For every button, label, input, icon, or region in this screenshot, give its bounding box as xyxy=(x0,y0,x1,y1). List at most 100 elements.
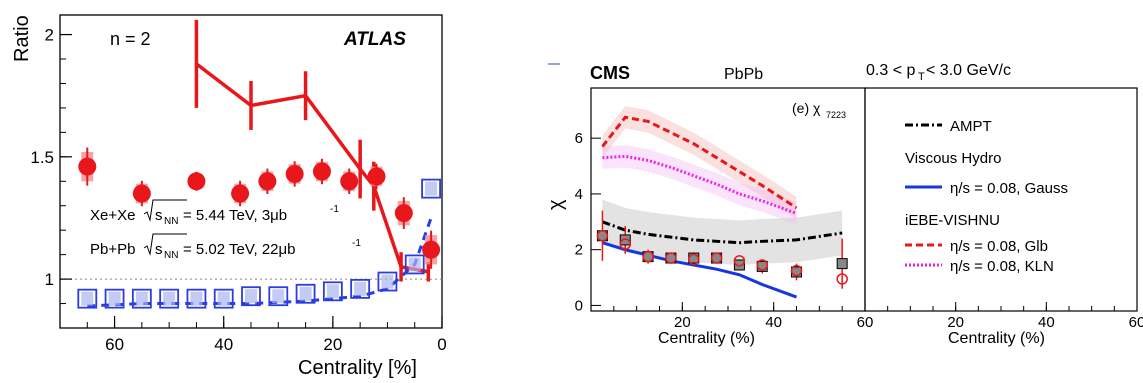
sqrt-symbol-icon xyxy=(143,233,187,256)
atlas-legend-2-sqrt: s xyxy=(155,241,163,258)
y-tick-label: 2 xyxy=(575,242,583,259)
cms-panel-label-text: (e) χ xyxy=(792,100,821,116)
legend-vishnu-title: iEBE-VISHNU xyxy=(905,212,1000,229)
pbpb-syst-box xyxy=(408,257,421,272)
xexe-data-point xyxy=(394,204,413,223)
ampt-line xyxy=(601,220,843,245)
x-tick-label: 60 xyxy=(857,314,874,331)
pbpb-syst-box xyxy=(381,274,394,289)
cms-pt-rest: < 3.0 GeV/c xyxy=(926,62,1011,79)
pbpb-syst-box xyxy=(81,291,94,306)
y-tick-label: 6 xyxy=(575,130,583,147)
kln-band xyxy=(602,145,797,225)
pbpb-syst-box xyxy=(272,289,285,304)
atlas-legend-line-1: Xe+Xe s NN = 5.44 TeV, 3μb -1 xyxy=(90,199,339,227)
legend-glb-label: η/s = 0.08, Glb xyxy=(950,238,1048,255)
cms-panel-label-sub: 7223 xyxy=(826,110,846,120)
pbpb-data-point xyxy=(159,288,180,309)
pbpb-data-point xyxy=(350,278,371,299)
pbpb-syst-box xyxy=(299,286,312,301)
data-point-circle xyxy=(596,229,609,242)
data-point-circle xyxy=(665,252,677,264)
cms-pt-sub: T xyxy=(918,71,925,83)
atlas-legend-2-sup: -1 xyxy=(352,238,361,249)
xexe-data-point xyxy=(187,172,206,191)
pbpb-syst-box xyxy=(190,291,203,306)
x-tick-label: 40 xyxy=(765,314,782,331)
cms-xlabel-right: Centrality (%) xyxy=(948,330,1045,347)
glb-line xyxy=(601,115,798,210)
x-tick-label-right: 60 xyxy=(1129,314,1143,331)
atlas-legend-2-value: = 5.02 TeV, 22μb xyxy=(183,241,296,258)
ampt-band xyxy=(602,199,843,266)
sqrt-symbol-icon xyxy=(143,199,187,222)
atlas-axis-ticks: 60 40 20 0 1 1.5 2 xyxy=(30,26,446,354)
x-tick-label: 20 xyxy=(674,314,691,331)
cms-plot-frame-right xyxy=(864,87,1138,312)
atlas-ylabel: Ratio xyxy=(11,15,33,62)
atlas-legend-line-2: Pb+Pb s NN = 5.02 TeV, 22μb -1 xyxy=(90,233,361,261)
pbpb-syst-box xyxy=(425,181,438,196)
x-tick-label: 40 xyxy=(214,335,233,354)
x-tick-label-right: 40 xyxy=(1038,314,1055,331)
data-point-square xyxy=(733,259,745,271)
cms-pt-range-text: 0.3 < p xyxy=(866,62,915,79)
xexe-data-point xyxy=(78,157,97,176)
atlas-legend-1-sub: NN xyxy=(164,216,178,227)
pbpb-data-point xyxy=(131,288,152,309)
data-point-circle xyxy=(688,253,700,266)
xexe-data-point xyxy=(367,167,386,186)
x-tick-label-right: 20 xyxy=(947,314,964,331)
pbpb-data-point xyxy=(104,288,125,309)
atlas-legend-2-sub: NN xyxy=(164,250,178,261)
pbpb-data-point xyxy=(421,178,441,199)
data-point-square xyxy=(836,258,848,270)
xexe-data-point xyxy=(422,240,441,259)
x-tick-label: 0 xyxy=(437,335,446,354)
pbpb-syst-box xyxy=(135,291,148,306)
data-point-circle xyxy=(642,250,654,263)
y-tick-label: 4 xyxy=(575,186,583,203)
pbpb-syst-box xyxy=(354,281,367,296)
data-point-circle xyxy=(710,252,723,264)
xexe-data-point xyxy=(285,164,304,183)
pbpb-data-point xyxy=(295,283,316,304)
glb-band xyxy=(602,106,797,220)
legend-hydro-title: Viscous Hydro xyxy=(905,150,1001,167)
pbpb-syst-box xyxy=(163,291,176,306)
cms-panel: CMS PbPb 0.3 < p T < 3.0 GeV/c 20 40 60 20 4… xyxy=(545,62,1143,347)
atlas-legend-1-sup: -1 xyxy=(330,204,339,215)
pbpb-data-point xyxy=(77,288,98,309)
legend-kln-label: η/s = 0.08, KLN xyxy=(950,258,1054,275)
xexe-data-point xyxy=(340,172,359,191)
legend-ampt-label: AMPT xyxy=(950,118,992,135)
data-point-circle xyxy=(790,264,803,277)
pbpb-syst-box xyxy=(245,289,257,304)
y-tick-label: 0 xyxy=(575,297,583,314)
pbpb-data-point xyxy=(241,286,261,307)
atlas-harmonic-label: n = 2 xyxy=(110,29,151,49)
cms-axis-ticks: 20 40 60 20 40 60 0 2 4 6 xyxy=(575,130,1143,331)
pbpb-data-point xyxy=(268,286,289,307)
cms-data xyxy=(596,106,848,299)
atlas-xlabel: Centrality [%] xyxy=(298,357,417,379)
pbpb-data-point xyxy=(186,288,207,309)
xexe-data-point xyxy=(231,184,250,203)
data-point-circle xyxy=(619,238,631,250)
data-point-square xyxy=(619,234,631,246)
pbpb-syst-box xyxy=(217,291,230,306)
atlas-legend-1-prefix: Xe+Xe xyxy=(90,207,135,224)
data-point-circle xyxy=(836,273,848,285)
cms-xlabel-left: Centrality (%) xyxy=(658,330,755,347)
pbpb-data-point xyxy=(213,288,234,309)
pbpb-data-point xyxy=(404,254,425,275)
cms-panel-label: (e) χ 7223 xyxy=(792,100,846,120)
pbpb-syst-box xyxy=(326,284,339,299)
cms-pt-range: 0.3 < p T < 3.0 GeV/c xyxy=(866,62,1011,83)
pbpb-data-point xyxy=(322,281,343,302)
data-point-circle xyxy=(756,259,768,271)
y-tick-label: 1.5 xyxy=(30,148,54,167)
data-point-circle xyxy=(733,255,746,267)
y-tick-label: 2 xyxy=(45,26,54,45)
